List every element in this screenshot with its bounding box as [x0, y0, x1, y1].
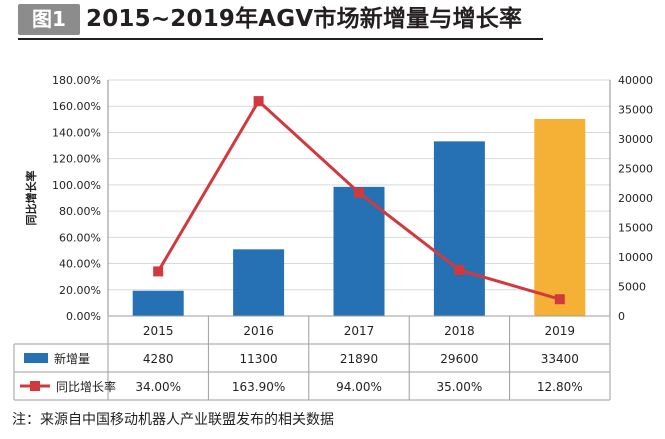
bar-2018 — [433, 141, 485, 316]
legend-line-label: 同比增长率 — [56, 379, 116, 394]
right-axis-tick-label: 25000 — [618, 163, 653, 176]
right-axis-tick-label: 10000 — [618, 251, 653, 264]
growth-marker-2017 — [354, 187, 364, 198]
growth-marker-2018 — [454, 265, 465, 276]
bar-2017 — [333, 186, 385, 316]
left-axis-tick-label: 100.00% — [52, 179, 101, 192]
right-axis-tick-label: 20000 — [618, 192, 653, 205]
right-axis-tick-label: 30000 — [618, 133, 653, 146]
growth-marker-2015 — [153, 266, 164, 277]
category-label: 2017 — [344, 324, 375, 338]
legend-bar-label: 新增量 — [54, 351, 90, 366]
growth-rate-value: 94.00% — [336, 380, 382, 394]
category-label: 2016 — [243, 324, 274, 338]
bar-2019 — [534, 118, 586, 316]
left-axis-tick-label: 0.00% — [66, 310, 101, 323]
new-volume-value: 29600 — [440, 352, 478, 366]
category-label: 2019 — [545, 324, 576, 338]
left-axis-tick-label: 20.00% — [59, 284, 101, 297]
left-axis-tick-label: 160.00% — [52, 100, 101, 113]
right-axis-tick-label: 35000 — [618, 104, 653, 117]
growth-rate-value: 34.00% — [135, 380, 181, 394]
category-label: 2015 — [143, 324, 174, 338]
source-note: 注：来源自中国移动机器人产业联盟发布的相关数据 — [12, 412, 334, 428]
left-axis-tick-label: 40.00% — [59, 258, 101, 271]
growth-marker-2016 — [253, 96, 264, 107]
category-label: 2018 — [444, 324, 475, 338]
growth-marker-2019 — [554, 294, 565, 305]
growth-rate-value: 163.90% — [232, 380, 285, 394]
right-axis-tick-label: 5000 — [618, 281, 646, 294]
growth-rate-value: 35.00% — [437, 380, 483, 394]
right-axis-tick-label: 15000 — [618, 222, 653, 235]
new-volume-value: 11300 — [240, 352, 278, 366]
right-axis-tick-label: 40000 — [618, 74, 653, 87]
right-axis-tick-label: 0 — [618, 310, 625, 323]
figure-badge: 图1 — [18, 4, 80, 35]
legend-line-marker — [30, 381, 40, 391]
figure-header: 图1 2015~2019年AGV市场新增量与增长率 — [0, 0, 665, 44]
figure-title: 2015~2019年AGV市场新增量与增长率 — [86, 6, 523, 32]
bar-2015 — [132, 290, 184, 316]
left-axis-tick-label: 140.00% — [52, 126, 101, 139]
left-axis-tick-label: 60.00% — [59, 231, 101, 244]
new-volume-value: 4280 — [143, 352, 174, 366]
left-axis-title: 同比增长率 — [24, 171, 38, 226]
legend-bar-swatch — [24, 353, 48, 363]
title-underline — [18, 38, 543, 40]
bar-2016 — [233, 249, 285, 316]
left-axis-tick-label: 120.00% — [52, 153, 101, 166]
growth-rate-value: 12.80% — [537, 380, 583, 394]
new-volume-value: 21890 — [340, 352, 378, 366]
left-axis-tick-label: 80.00% — [59, 205, 101, 218]
left-axis-tick-label: 180.00% — [52, 74, 101, 87]
new-volume-value: 33400 — [541, 352, 579, 366]
